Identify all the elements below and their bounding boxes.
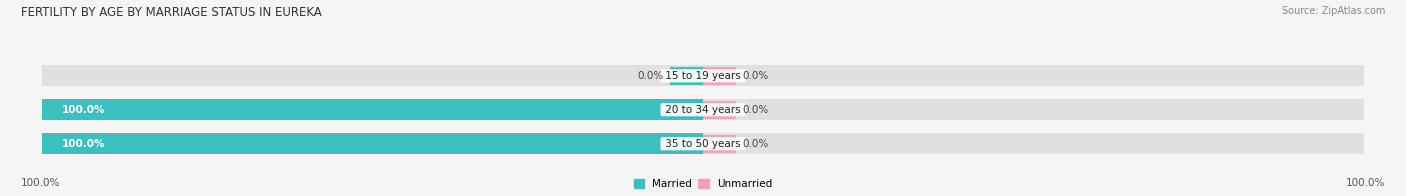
Legend: Married, Unmarried: Married, Unmarried (634, 179, 772, 189)
Text: 0.0%: 0.0% (637, 71, 664, 81)
Text: 100.0%: 100.0% (62, 105, 105, 115)
Bar (703, 101, 737, 119)
Text: 0.0%: 0.0% (742, 139, 769, 149)
Text: 100.0%: 100.0% (21, 178, 60, 188)
Bar (42, 133, 703, 154)
Bar (42, 99, 703, 120)
Text: FERTILITY BY AGE BY MARRIAGE STATUS IN EUREKA: FERTILITY BY AGE BY MARRIAGE STATUS IN E… (21, 6, 322, 19)
Bar (669, 67, 703, 85)
Bar (42, 65, 1364, 86)
Text: 20 to 34 years: 20 to 34 years (662, 105, 744, 115)
Text: 35 to 50 years: 35 to 50 years (662, 139, 744, 149)
Text: 0.0%: 0.0% (742, 71, 769, 81)
Bar (42, 133, 1364, 154)
Bar (703, 135, 737, 153)
Text: 100.0%: 100.0% (62, 139, 105, 149)
Bar (703, 67, 737, 85)
Text: 15 to 19 years: 15 to 19 years (662, 71, 744, 81)
Bar (42, 99, 1364, 120)
Text: 0.0%: 0.0% (742, 105, 769, 115)
Text: 100.0%: 100.0% (1346, 178, 1385, 188)
Text: Source: ZipAtlas.com: Source: ZipAtlas.com (1281, 6, 1385, 16)
